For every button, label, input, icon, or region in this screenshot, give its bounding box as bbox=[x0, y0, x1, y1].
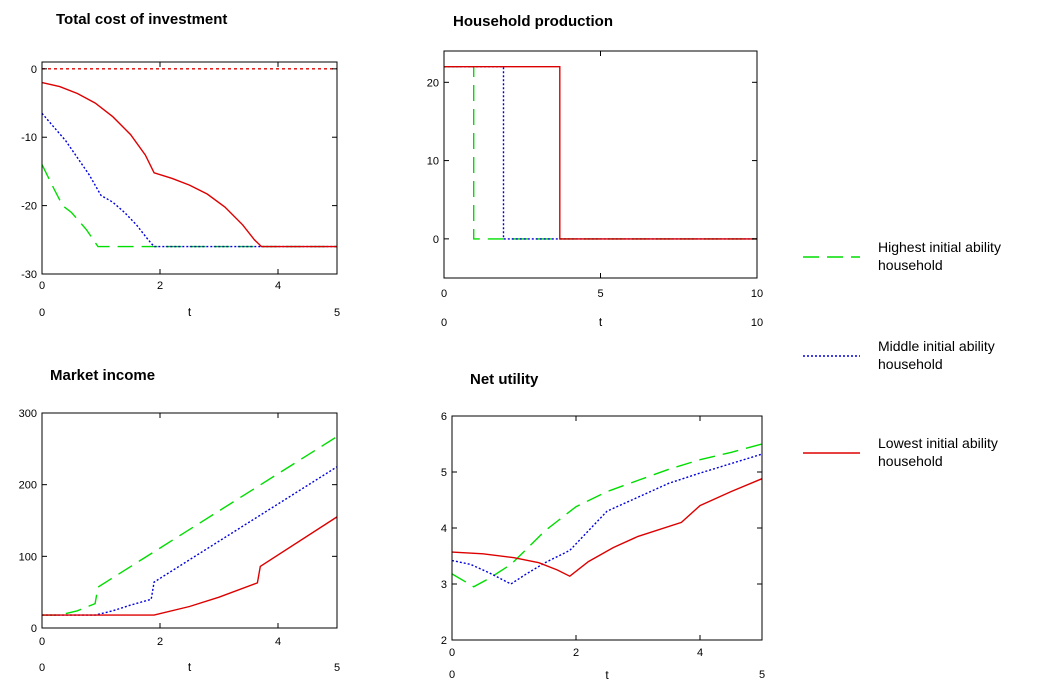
x-tick-label: 0 bbox=[441, 288, 447, 300]
x-range-max-label: 10 bbox=[751, 317, 763, 329]
y-tick-label: -20 bbox=[21, 201, 37, 213]
x-tick-label: 0 bbox=[39, 636, 45, 648]
x-tick-label: 2 bbox=[157, 280, 163, 292]
series-line-3 bbox=[452, 478, 762, 578]
y-tick-label: 5 bbox=[441, 467, 447, 479]
series-line-3 bbox=[42, 516, 337, 616]
y-tick-label: 0 bbox=[31, 623, 37, 635]
plot-frame bbox=[443, 50, 758, 279]
series-line-1 bbox=[452, 443, 762, 588]
series-line-1 bbox=[42, 436, 337, 616]
y-tick-label: 100 bbox=[19, 551, 37, 563]
plot-frame bbox=[41, 412, 338, 629]
x-tick-label: 10 bbox=[751, 288, 763, 300]
y-tick-label: 0 bbox=[31, 64, 37, 76]
chart-title: Total cost of investment bbox=[56, 11, 227, 28]
x-range-max-label: 5 bbox=[759, 669, 765, 681]
chart-title: Household production bbox=[453, 13, 613, 30]
legend-label-line1: Middle initial ability bbox=[878, 338, 995, 354]
chart-title: Market income bbox=[50, 367, 155, 384]
x-tick-label: 4 bbox=[275, 636, 281, 648]
plot-frame bbox=[451, 415, 763, 641]
x-tick-label: 4 bbox=[275, 280, 281, 292]
y-tick-label: -30 bbox=[21, 269, 37, 281]
x-axis-label: t bbox=[599, 315, 603, 329]
series-line-1 bbox=[42, 164, 337, 248]
x-range-min-label: 0 bbox=[441, 317, 447, 329]
plot-area bbox=[42, 436, 337, 616]
series-line-3 bbox=[42, 81, 337, 248]
series-line-2 bbox=[42, 466, 337, 616]
x-tick-label: 0 bbox=[39, 280, 45, 292]
legend-label-line1: Lowest initial ability bbox=[878, 435, 998, 451]
x-range-max-label: 5 bbox=[334, 307, 340, 319]
y-tick-label: 6 bbox=[441, 411, 447, 423]
series-line-2 bbox=[452, 453, 762, 585]
chart-panel-3: Market income 0 100 200 300 0 2 4 0 5 t bbox=[19, 367, 340, 674]
x-range-min-label: 0 bbox=[39, 307, 45, 319]
plot-area bbox=[42, 68, 337, 248]
plot-frame bbox=[41, 61, 338, 275]
x-tick-label: 2 bbox=[157, 636, 163, 648]
x-tick-label: 2 bbox=[573, 647, 579, 659]
y-tick-label: 0 bbox=[433, 234, 439, 246]
y-tick-label: 10 bbox=[427, 156, 439, 168]
x-axis-label: t bbox=[188, 305, 192, 319]
series-line-3 bbox=[444, 66, 757, 240]
x-tick-label: 0 bbox=[449, 647, 455, 659]
y-tick-label: 4 bbox=[441, 523, 447, 535]
series-line-2 bbox=[444, 66, 757, 240]
x-range-min-label: 0 bbox=[449, 669, 455, 681]
series-line-2 bbox=[42, 112, 337, 248]
y-tick-label: 300 bbox=[19, 408, 37, 420]
x-range-min-label: 0 bbox=[39, 662, 45, 674]
x-tick-label: 5 bbox=[597, 288, 603, 300]
x-range-max-label: 5 bbox=[334, 662, 340, 674]
legend-label-line2: household bbox=[878, 356, 943, 372]
x-tick-label: 4 bbox=[697, 647, 703, 659]
y-tick-label: 3 bbox=[441, 579, 447, 591]
y-tick-label: -10 bbox=[21, 132, 37, 144]
legend-label-line2: household bbox=[878, 257, 943, 273]
y-tick-label: 20 bbox=[427, 77, 439, 89]
legend: Highest initial ability household Middle i… bbox=[803, 239, 1001, 469]
x-axis-label: t bbox=[188, 660, 192, 674]
chart-panel-2: Household production 20 10 0 0 5 10 0 10 t bbox=[427, 13, 763, 329]
legend-label-line1: Highest initial ability bbox=[878, 239, 1001, 255]
chart-title: Net utility bbox=[470, 371, 539, 388]
plot-area bbox=[444, 66, 757, 240]
series-line-1 bbox=[444, 66, 757, 240]
y-tick-label: 2 bbox=[441, 635, 447, 647]
x-axis-label: t bbox=[605, 668, 609, 681]
plot-area bbox=[452, 443, 762, 588]
legend-label-line2: household bbox=[878, 453, 943, 469]
y-tick-label: 200 bbox=[19, 480, 37, 492]
